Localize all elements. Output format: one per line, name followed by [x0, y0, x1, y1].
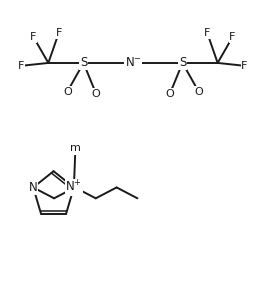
Text: m: m [70, 143, 81, 153]
Text: O: O [92, 88, 100, 99]
Text: O: O [63, 86, 72, 97]
Text: F: F [30, 32, 37, 42]
Text: O: O [194, 86, 203, 97]
Text: F: F [229, 32, 236, 42]
Text: F: F [204, 28, 210, 38]
Text: N: N [29, 181, 38, 194]
Text: N$^{-}$: N$^{-}$ [124, 56, 142, 69]
Text: m: m [70, 145, 81, 154]
Text: F: F [18, 61, 25, 71]
Text: S: S [179, 56, 186, 69]
Text: S: S [80, 56, 87, 69]
Text: F: F [241, 61, 248, 71]
Text: N$^{+}$: N$^{+}$ [65, 180, 82, 195]
Text: F: F [56, 28, 62, 38]
Text: O: O [166, 88, 174, 99]
